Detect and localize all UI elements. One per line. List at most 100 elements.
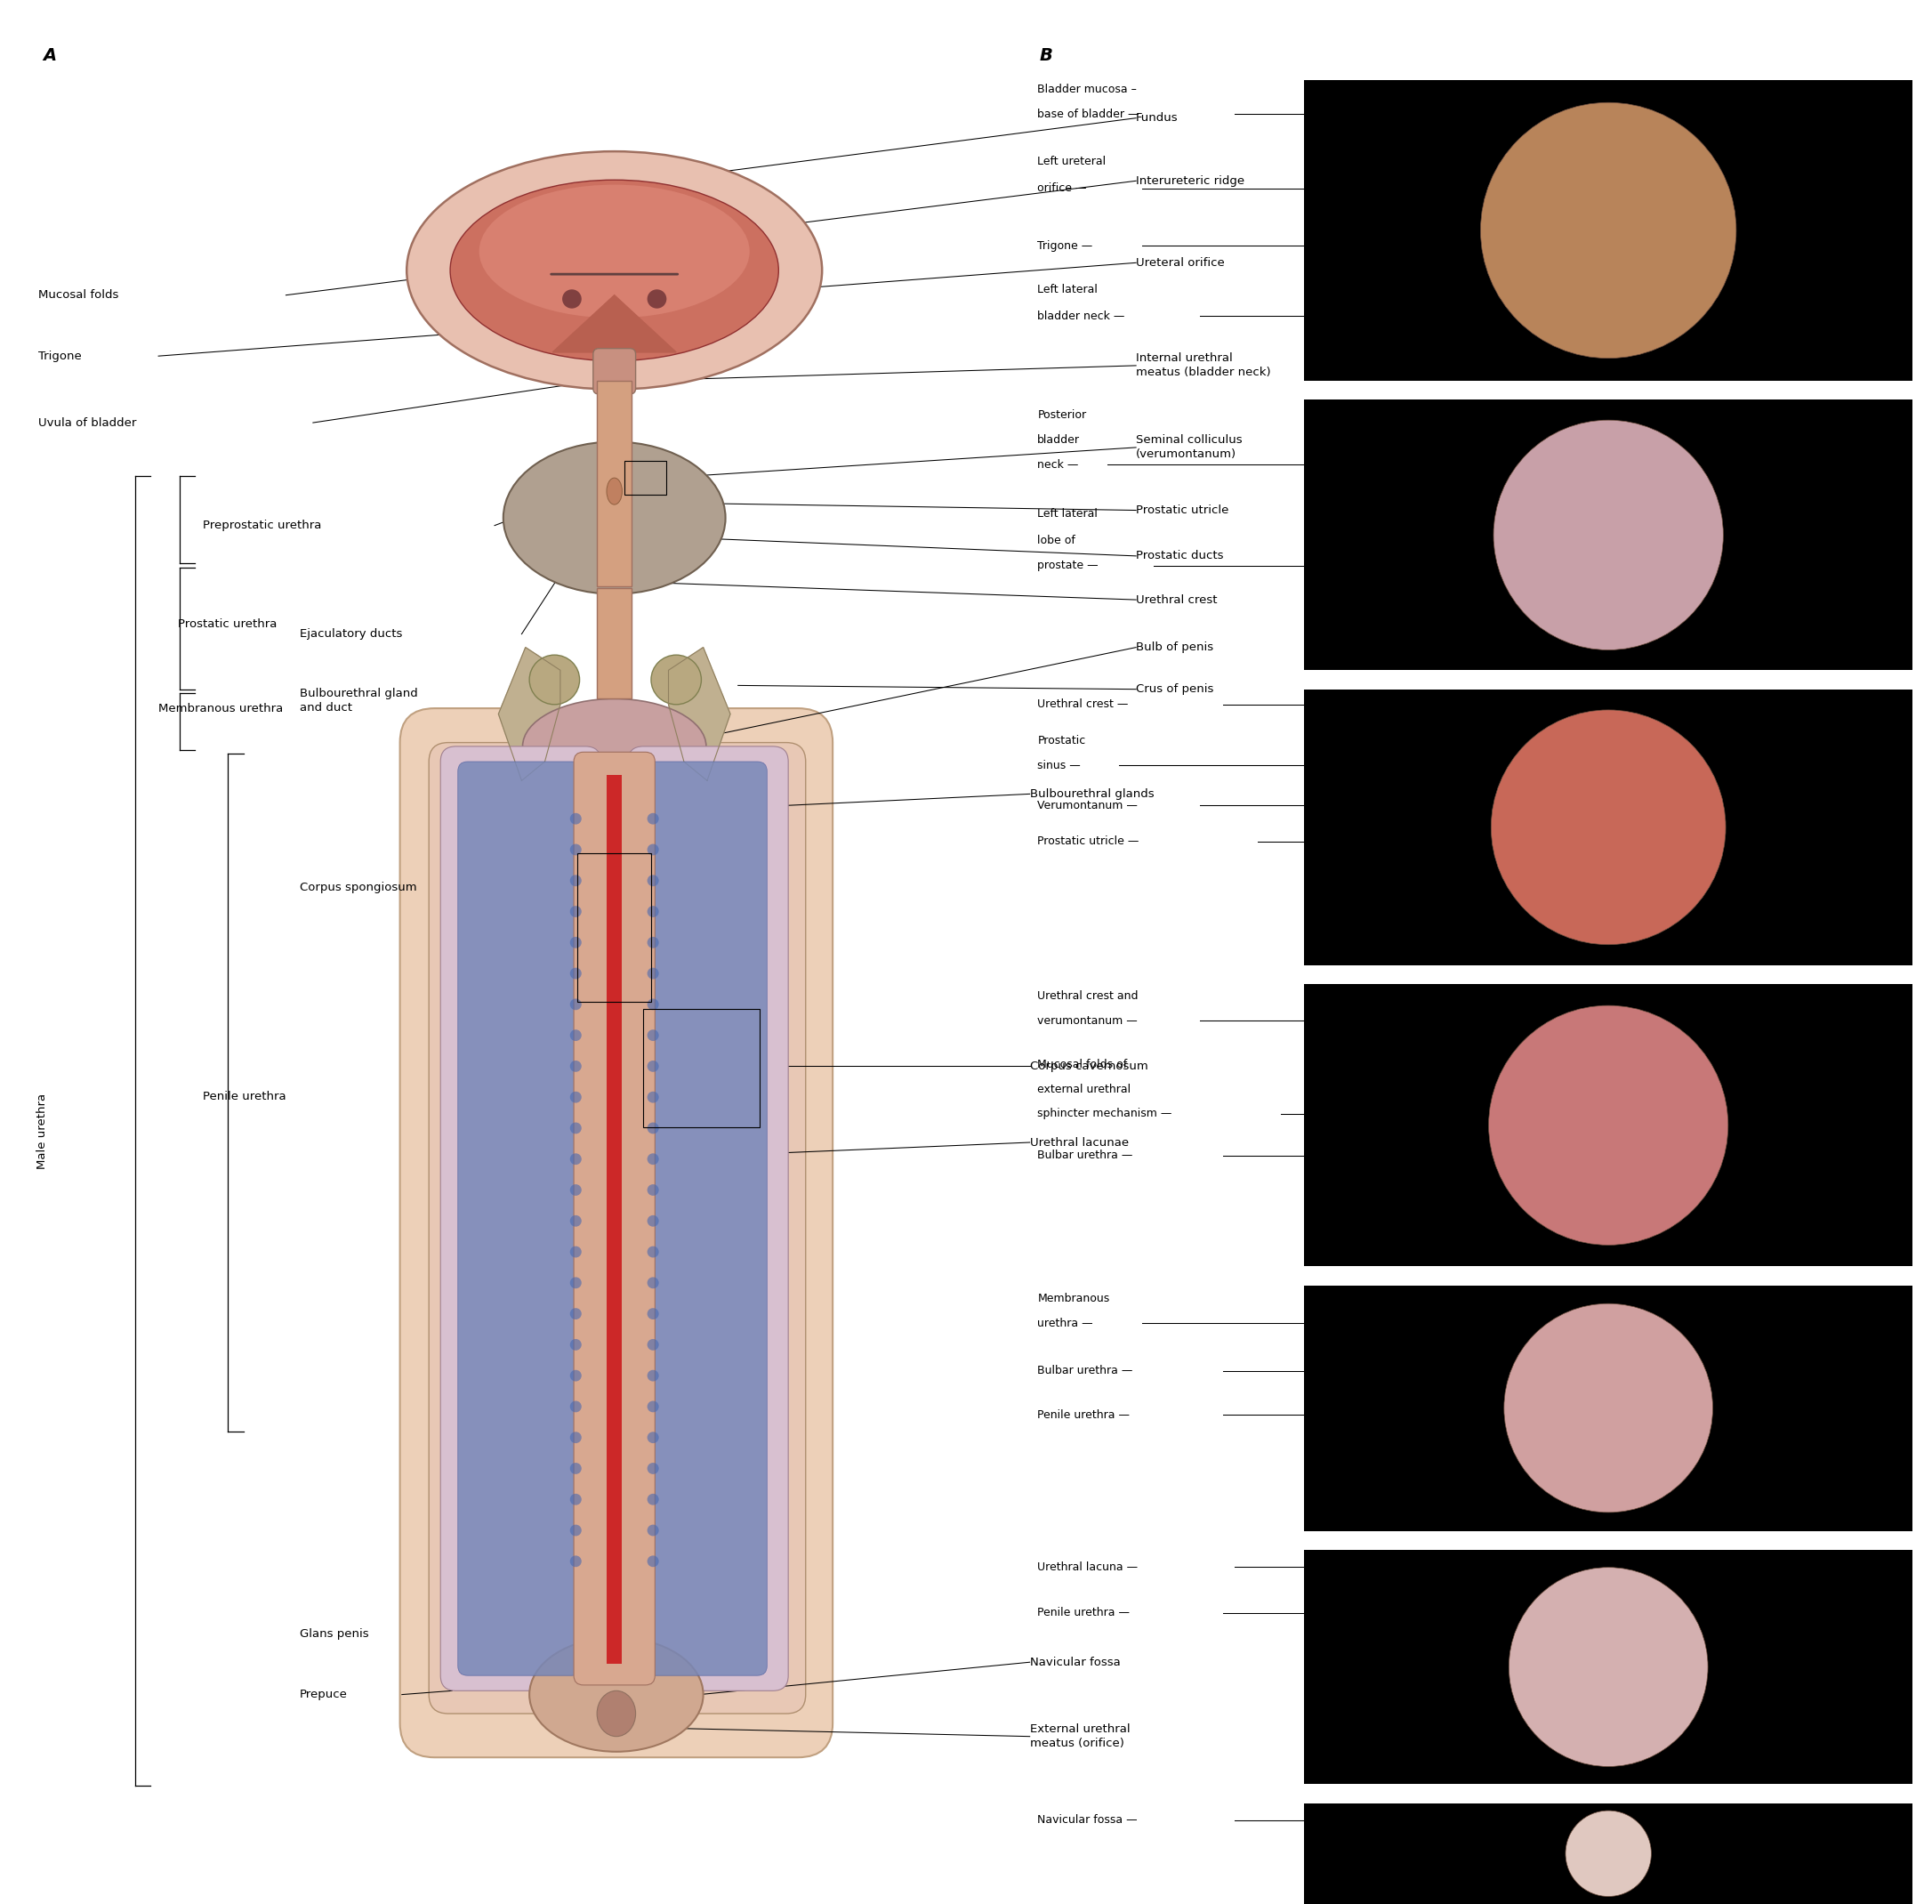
FancyBboxPatch shape — [429, 743, 806, 1714]
Text: Corpus spongiosum: Corpus spongiosum — [299, 882, 417, 893]
Text: Prostatic ducts: Prostatic ducts — [1136, 550, 1223, 562]
Ellipse shape — [1530, 1047, 1687, 1203]
Text: Mucosal folds: Mucosal folds — [39, 289, 120, 301]
Circle shape — [647, 937, 659, 948]
Text: Prostatic utricle —: Prostatic utricle — — [1037, 836, 1140, 847]
Text: Bulbourethral glands: Bulbourethral glands — [1030, 788, 1153, 800]
Text: sphincter mechanism —: sphincter mechanism — — [1037, 1108, 1173, 1120]
Circle shape — [570, 1493, 582, 1504]
Text: Ureteral orifice: Ureteral orifice — [1136, 257, 1225, 268]
Circle shape — [647, 1493, 659, 1504]
Text: B: B — [1039, 48, 1053, 65]
Circle shape — [647, 843, 659, 855]
Text: base of bladder —: base of bladder — — [1037, 109, 1140, 120]
Circle shape — [562, 289, 582, 308]
Polygon shape — [668, 647, 730, 781]
FancyBboxPatch shape — [1304, 400, 1913, 670]
Text: Left ureteral: Left ureteral — [1037, 156, 1107, 168]
Text: Bulbar urethra —: Bulbar urethra — — [1037, 1150, 1132, 1161]
Text: Prostatic utricle: Prostatic utricle — [1136, 505, 1229, 516]
Ellipse shape — [1580, 1826, 1636, 1881]
Circle shape — [647, 1215, 659, 1226]
Text: Bulbourethral gland
and duct: Bulbourethral gland and duct — [299, 687, 417, 714]
Circle shape — [647, 1184, 659, 1196]
Circle shape — [529, 655, 580, 704]
Circle shape — [647, 1339, 659, 1350]
Text: Internal urethral
meatus (bladder neck): Internal urethral meatus (bladder neck) — [1136, 352, 1271, 379]
FancyBboxPatch shape — [440, 746, 601, 1691]
FancyBboxPatch shape — [1304, 1285, 1913, 1531]
Circle shape — [647, 876, 659, 887]
FancyBboxPatch shape — [400, 708, 833, 1757]
Text: Urethral crest and: Urethral crest and — [1037, 990, 1138, 1002]
Text: A: A — [43, 48, 56, 65]
Circle shape — [570, 937, 582, 948]
Circle shape — [647, 1030, 659, 1041]
Ellipse shape — [1532, 750, 1685, 904]
Ellipse shape — [607, 478, 622, 505]
Circle shape — [570, 1000, 582, 1009]
Text: external urethral: external urethral — [1037, 1083, 1130, 1095]
FancyBboxPatch shape — [1304, 984, 1913, 1266]
FancyBboxPatch shape — [1304, 1550, 1913, 1784]
FancyBboxPatch shape — [597, 381, 632, 586]
Ellipse shape — [1534, 461, 1683, 609]
FancyBboxPatch shape — [643, 762, 767, 1676]
Circle shape — [647, 1462, 659, 1474]
Ellipse shape — [529, 1637, 703, 1752]
Circle shape — [570, 1525, 582, 1537]
Text: Navicular fossa: Navicular fossa — [1030, 1656, 1121, 1668]
Ellipse shape — [408, 152, 823, 390]
FancyBboxPatch shape — [458, 762, 582, 1676]
Ellipse shape — [450, 179, 779, 362]
Circle shape — [570, 1278, 582, 1289]
Text: Bladder mucosa –: Bladder mucosa – — [1037, 84, 1138, 95]
Text: Urethral crest: Urethral crest — [1136, 594, 1217, 605]
Circle shape — [570, 906, 582, 918]
Text: Posterior: Posterior — [1037, 409, 1086, 421]
Text: Fundus: Fundus — [1136, 112, 1179, 124]
Ellipse shape — [1492, 710, 1725, 944]
Text: Prepuce: Prepuce — [299, 1689, 348, 1700]
Text: bladder neck —: bladder neck — — [1037, 310, 1124, 322]
Text: bladder: bladder — [1037, 434, 1080, 446]
Circle shape — [647, 1525, 659, 1537]
Text: Bulb of penis: Bulb of penis — [1136, 642, 1213, 653]
Text: prostate —: prostate — — [1037, 560, 1099, 571]
Text: Seminal colliculus
(verumontanum): Seminal colliculus (verumontanum) — [1136, 434, 1242, 461]
Circle shape — [570, 876, 582, 887]
Circle shape — [647, 1061, 659, 1072]
Ellipse shape — [1544, 1603, 1673, 1731]
Circle shape — [570, 967, 582, 979]
Text: Left lateral: Left lateral — [1037, 508, 1097, 520]
Circle shape — [647, 1123, 659, 1133]
Circle shape — [570, 1154, 582, 1165]
FancyBboxPatch shape — [1304, 80, 1913, 381]
Text: Male urethra: Male urethra — [37, 1093, 48, 1169]
FancyBboxPatch shape — [628, 746, 788, 1691]
Circle shape — [647, 1308, 659, 1319]
Ellipse shape — [1540, 1340, 1677, 1476]
Text: Prostatic: Prostatic — [1037, 735, 1086, 746]
Circle shape — [570, 1247, 582, 1259]
Circle shape — [570, 1432, 582, 1443]
Text: verumontanum —: verumontanum — — [1037, 1015, 1138, 1026]
Circle shape — [647, 906, 659, 918]
Circle shape — [570, 1371, 582, 1382]
Circle shape — [570, 1061, 582, 1072]
Text: Penile urethra —: Penile urethra — — [1037, 1607, 1130, 1618]
Circle shape — [570, 1215, 582, 1226]
Text: Uvula of bladder: Uvula of bladder — [39, 417, 137, 428]
Circle shape — [647, 289, 667, 308]
Ellipse shape — [1565, 1811, 1652, 1896]
Circle shape — [647, 1247, 659, 1259]
Text: Urethral lacunae: Urethral lacunae — [1030, 1137, 1128, 1148]
Circle shape — [570, 1308, 582, 1319]
Circle shape — [570, 1556, 582, 1567]
Text: Bulbar urethra —: Bulbar urethra — — [1037, 1365, 1132, 1377]
Circle shape — [647, 1432, 659, 1443]
FancyBboxPatch shape — [574, 752, 655, 1685]
Text: urethra —: urethra — — [1037, 1318, 1094, 1329]
Text: orifice —: orifice — — [1037, 183, 1088, 194]
Text: Verumontanum —: Verumontanum — — [1037, 800, 1138, 811]
